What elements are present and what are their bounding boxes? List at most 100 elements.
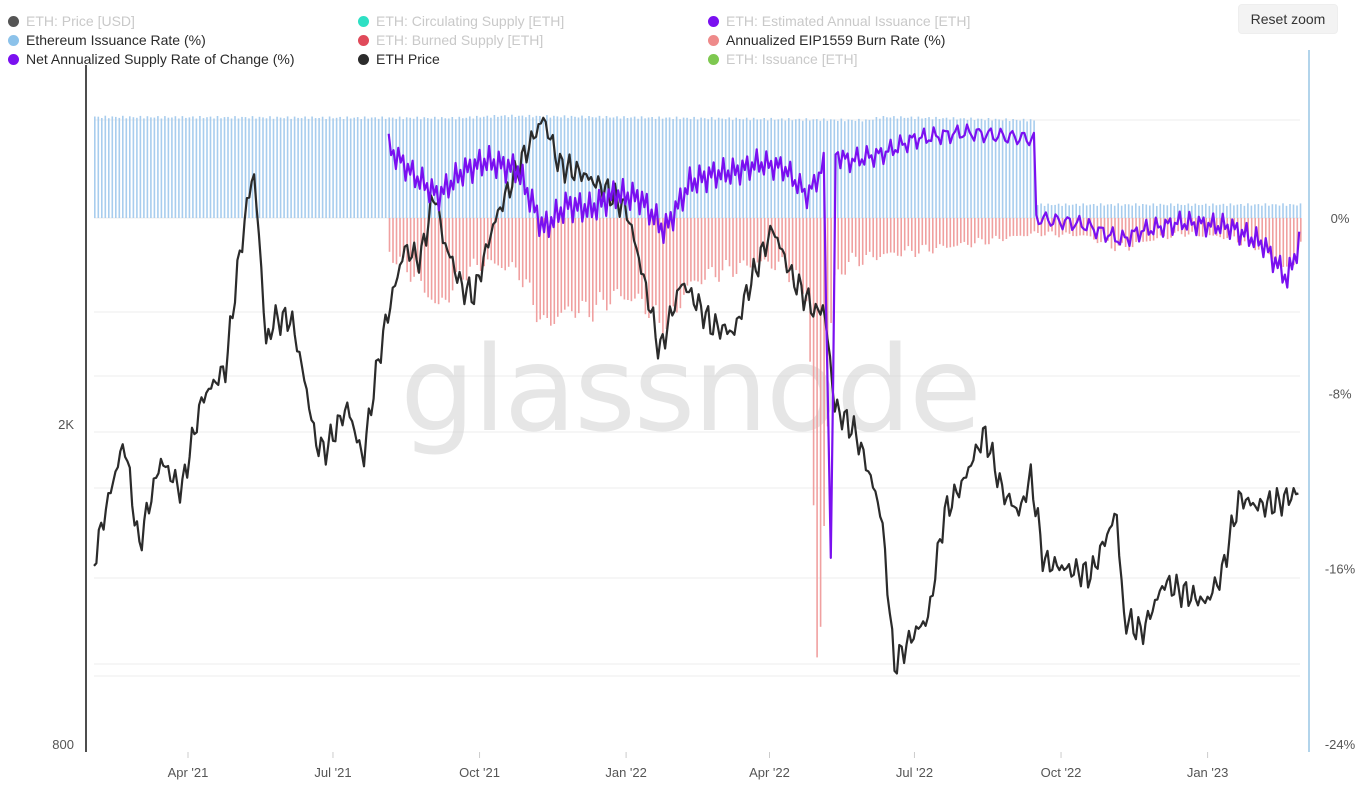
burn-bar (504, 218, 506, 271)
issuance-bar (539, 116, 541, 218)
issuance-bar (427, 118, 429, 218)
issuance-bar (1075, 203, 1077, 218)
issuance-bar (1208, 205, 1211, 218)
legend-dot-icon (708, 34, 719, 46)
legend-item-6[interactable]: Net Annualized Supply Rate of Change (%) (8, 50, 295, 68)
issuance-bar (602, 118, 604, 218)
burn-bar (665, 218, 668, 329)
burn-bar (823, 218, 825, 526)
issuance-bar (931, 119, 934, 218)
issuance-bar (391, 117, 394, 218)
issuance-bar (1198, 205, 1200, 218)
issuance-bar (1026, 121, 1028, 218)
issuance-bar (402, 119, 404, 218)
issuance-bar (227, 116, 229, 218)
issuance-bar (668, 117, 671, 218)
burn-bar (781, 218, 783, 258)
issuance-bar (398, 116, 401, 218)
legend-label: ETH: Price [USD] (26, 13, 135, 29)
issuance-bar (837, 120, 839, 218)
burn-bar (1082, 218, 1085, 236)
legend-item-7[interactable]: ETH Price (358, 50, 440, 68)
burn-bar (1138, 218, 1141, 241)
burn-bar (1250, 218, 1253, 244)
legend-item-0[interactable]: ETH: Price [USD] (8, 12, 135, 30)
issuance-bar (377, 118, 380, 218)
legend-item-3[interactable]: Ethereum Issuance Rate (%) (8, 31, 206, 49)
issuance-bar (802, 120, 804, 218)
x-tick-label: Apr '21 (168, 765, 209, 780)
reset-zoom-button[interactable]: Reset zoom (1238, 4, 1338, 34)
burn-bar (1117, 218, 1120, 246)
right-tick-label: -24% (1325, 737, 1356, 752)
issuance-bar (437, 119, 440, 218)
burn-bar (1279, 218, 1281, 266)
burn-bar (1296, 218, 1299, 257)
burn-bar (714, 218, 717, 278)
legend-dot-icon (358, 15, 369, 27)
burn-bar (700, 218, 703, 285)
issuance-bar (276, 116, 278, 218)
burn-bar (1103, 218, 1106, 239)
issuance-bar (651, 117, 653, 218)
issuance-rate-bars (94, 114, 1302, 218)
burn-bar (1009, 218, 1011, 237)
burn-bar (609, 218, 612, 305)
issuance-bar (900, 116, 902, 218)
burn-bar (686, 218, 689, 286)
burn-bar (542, 218, 545, 316)
issuance-bar (612, 117, 615, 218)
legend-item-2[interactable]: ETH: Estimated Annual Issuance [ETH] (708, 12, 970, 30)
burn-bar (518, 218, 520, 281)
burn-bar (844, 218, 846, 275)
issuance-bar (339, 116, 341, 218)
burn-bar (462, 218, 464, 280)
burn-bar (532, 218, 534, 305)
burn-bar (928, 218, 931, 252)
burn-bar (1205, 218, 1207, 236)
issuance-bar (1113, 205, 1116, 218)
issuance-bar (728, 117, 730, 218)
burn-bar (1198, 218, 1200, 237)
burn-bar (1089, 218, 1092, 237)
issuance-bar (304, 116, 306, 218)
burn-bar (900, 218, 902, 257)
issuance-bar (255, 118, 257, 218)
issuance-bar (223, 117, 226, 218)
issuance-bar (1145, 204, 1148, 218)
legend-item-5[interactable]: Annualized EIP1559 Burn Rate (%) (708, 31, 945, 49)
burn-bar (718, 218, 720, 282)
issuance-bar (532, 117, 534, 218)
burn-bar (868, 218, 871, 252)
issuance-bar (1264, 203, 1267, 218)
burn-bar (641, 218, 643, 299)
issuance-bar (1282, 203, 1284, 218)
burn-bar (830, 218, 832, 323)
issuance-bar (234, 116, 236, 218)
burn-bar (918, 218, 920, 254)
issuance-bar (195, 118, 198, 218)
issuance-bar (1142, 204, 1144, 218)
issuance-bar (661, 118, 664, 218)
burn-bar (679, 218, 682, 309)
burn-bar (550, 218, 552, 326)
issuance-bar (290, 118, 292, 218)
burn-bar (1128, 218, 1130, 251)
legend-item-8[interactable]: ETH: Issuance [ETH] (708, 50, 857, 68)
issuance-bar (805, 118, 808, 218)
issuance-bar (616, 116, 618, 218)
issuance-bar (1299, 203, 1302, 218)
issuance-bar (1170, 203, 1172, 218)
issuance-bar (178, 118, 180, 218)
legend-item-1[interactable]: ETH: Circulating Supply [ETH] (358, 12, 564, 30)
issuance-bar (293, 116, 296, 218)
issuance-bar (1233, 205, 1235, 218)
issuance-bar (710, 117, 713, 218)
issuance-bar (1261, 205, 1263, 218)
burn-bar (1187, 218, 1190, 235)
legend-item-4[interactable]: ETH: Burned Supply [ETH] (358, 31, 543, 49)
x-tick-label: Jul '21 (314, 765, 351, 780)
burn-bar (434, 218, 436, 304)
issuance-bar (129, 116, 131, 218)
issuance-bar (132, 117, 135, 218)
